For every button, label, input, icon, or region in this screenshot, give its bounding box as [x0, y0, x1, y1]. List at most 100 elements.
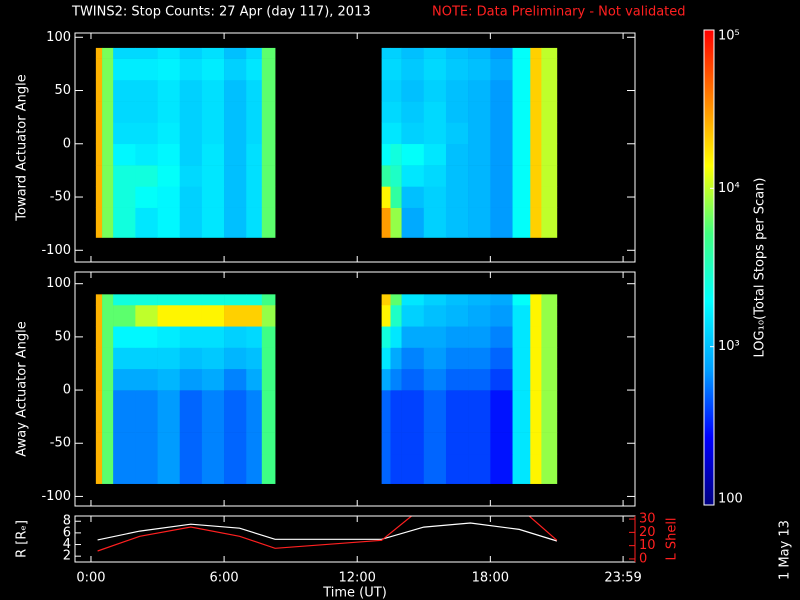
heatmap-cell — [261, 58, 276, 81]
heatmap-cell — [179, 453, 203, 484]
heatmap-cell — [157, 432, 181, 455]
x-tick-label: 12:00 — [338, 571, 375, 586]
heatmap-cell — [468, 165, 491, 187]
heatmap-cell — [445, 186, 469, 208]
heatmap-cell — [135, 453, 158, 484]
heatmap-cell — [113, 326, 136, 348]
heatmap-cell — [179, 122, 203, 145]
heatmap-cell — [135, 122, 158, 145]
heatmap-cell — [157, 453, 181, 484]
heatmap-cell — [390, 411, 402, 433]
y-tick-label: 50 — [54, 329, 71, 344]
heatmap-cell — [157, 79, 181, 102]
heatmap-cell — [390, 186, 402, 208]
heatmap-cell — [423, 122, 447, 145]
heatmap-cell — [541, 326, 558, 348]
heatmap-cell — [390, 390, 402, 412]
heatmap-cell — [512, 79, 531, 102]
y-axis-label: R [Rₑ] — [15, 520, 30, 558]
heatmap-cell — [261, 143, 276, 166]
heatmap-cell — [390, 304, 402, 327]
x-tick-label: 6:00 — [209, 571, 238, 586]
heatmap-cell — [530, 79, 542, 102]
heatmap-cell — [401, 165, 425, 187]
heatmap-cell — [401, 79, 425, 102]
heatmap-cell — [201, 390, 225, 412]
heatmap-cell — [445, 58, 469, 81]
heatmap-cell — [423, 326, 447, 348]
heatmap-cell — [390, 122, 402, 145]
heatmap-cell — [401, 368, 425, 391]
heatmap-cell — [224, 186, 247, 208]
heatmap-cell — [468, 294, 491, 306]
heatmap-cell — [179, 186, 203, 208]
heatmap-cell — [95, 47, 103, 59]
heatmap-cell — [512, 58, 531, 81]
heatmap-cell — [179, 368, 203, 391]
heatmap-cell — [135, 101, 158, 123]
y-tick-label: 4 — [63, 537, 71, 552]
heatmap-cell — [530, 165, 542, 187]
heatmap-cell — [468, 122, 491, 145]
heatmap-cell — [490, 207, 513, 238]
heatmap-cell — [261, 304, 276, 327]
y-axis-label: Away Actuator Angle — [15, 321, 30, 456]
heatmap-cell — [224, 122, 247, 145]
heatmap-cell — [224, 165, 247, 187]
heatmap-cell — [246, 432, 263, 455]
heatmap-cell — [179, 79, 203, 102]
heatmap-cell — [261, 453, 276, 484]
heatmap-cell — [445, 47, 469, 59]
heatmap-cell — [490, 143, 513, 166]
heatmap-cell — [113, 207, 136, 238]
chart-title: TWINS2: Stop Counts: 27 Apr (day 117), 2… — [71, 5, 371, 20]
heatmap-cell — [113, 58, 136, 81]
y2-axis-label: L Shell — [665, 517, 680, 560]
heatmap-cell — [541, 186, 558, 208]
series-line — [97, 516, 558, 552]
heatmap-cell — [102, 411, 114, 433]
heatmap-cell — [201, 432, 225, 455]
heatmap-cell — [530, 101, 542, 123]
heatmap-cell — [423, 432, 447, 455]
heatmap-cell — [157, 347, 181, 370]
heatmap-cell — [261, 165, 276, 187]
heatmap-cell — [445, 165, 469, 187]
heatmap-cell — [102, 294, 114, 306]
heatmap-cell — [157, 122, 181, 145]
heatmap-cell — [530, 122, 542, 145]
heatmap-cell — [401, 390, 425, 412]
heatmap-cell — [541, 453, 558, 484]
heatmap-cell — [445, 390, 469, 412]
heatmap-cell — [179, 143, 203, 166]
heatmap-cell — [530, 294, 542, 306]
heatmap-cell — [468, 347, 491, 370]
heatmap-cell — [102, 122, 114, 145]
y-tick-label: -50 — [50, 436, 71, 451]
heatmap-cell — [246, 390, 263, 412]
heatmap-cell — [135, 143, 158, 166]
heatmap-cell — [157, 47, 181, 59]
heatmap-cell — [113, 79, 136, 102]
heatmap-cell — [246, 165, 263, 187]
heatmap-cell — [179, 207, 203, 238]
heatmap-cell — [401, 47, 425, 59]
x-tick-label: 18:00 — [472, 571, 509, 586]
heatmap-cell — [157, 326, 181, 348]
footer: 1 May 13 — [778, 520, 793, 580]
heatmap-cell — [490, 79, 513, 102]
heatmap-cell — [401, 58, 425, 81]
heatmap-cell — [468, 101, 491, 123]
heatmap-cell — [113, 143, 136, 166]
heatmap-cell — [390, 207, 402, 238]
heatmap-cell — [401, 294, 425, 306]
heatmap-cell — [423, 143, 447, 166]
x-tick-label: 23:59 — [604, 571, 641, 586]
heatmap-cell — [179, 304, 203, 327]
heatmap-cell — [490, 432, 513, 455]
heatmap-cell — [512, 165, 531, 187]
heatmap-cell — [541, 411, 558, 433]
heatmap-cell — [530, 186, 542, 208]
heatmap-cell — [512, 143, 531, 166]
